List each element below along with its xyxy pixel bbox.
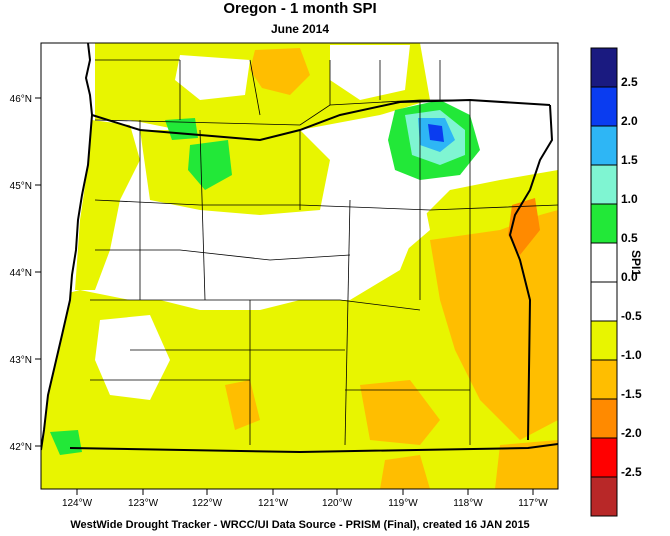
legend-label: 2.0 [621,114,638,128]
legend-swatch [590,437,618,478]
lon-label: 119°W [388,498,418,509]
pacific-coastline [41,43,94,451]
legend-label: -1.5 [621,387,642,401]
legend-swatch [590,125,618,166]
legend-label: -2.0 [621,426,642,440]
dry-area-coast [75,120,140,290]
legend-label: 0.0 [621,270,638,284]
map-frame [40,42,559,490]
legend-swatch [590,320,618,361]
longitude-axis: 124°W 123°W 122°W 121°W 120°W 119°W 118°… [62,489,548,509]
state-boundaries [41,43,558,454]
dry-area-north-central [140,130,330,215]
near-normal-patch [330,45,410,100]
lat-label: 46°N [10,94,32,105]
legend-swatch [590,203,618,244]
moderately-dry-patch [495,440,558,489]
lon-label: 124°W [62,498,93,509]
moderately-dry-patch [360,380,440,445]
near-normal-patch [95,315,170,400]
county-boundaries [90,59,558,446]
legend-swatch [590,359,618,400]
spi-legend: 2.5 2.0 1.5 1.0 0.5 0.0 -0.5 -1.0 -1.5 -2.0 -2.5 [590,47,642,517]
legend-label: 1.0 [621,192,638,206]
lon-label: 120°W [322,498,353,509]
lon-label: 123°W [128,498,159,509]
legend-swatch [590,281,618,322]
moderately-dry-patch [225,380,260,430]
legend-swatch [590,476,618,517]
lon-label: 122°W [192,498,223,509]
legend-swatch [590,47,618,88]
lat-label: 45°N [10,181,32,192]
legend-title: SPI1 [629,250,643,277]
map-footer: WestWide Drought Tracker - WRCC/UI Data … [70,519,530,531]
columbia-river-border [91,98,551,142]
lon-label: 121°W [258,498,289,509]
lon-label: 117°W [518,498,548,509]
oregon-southern-border [69,443,558,454]
wet-patch [188,140,232,190]
map-canvas [41,43,558,489]
legend-label: 1.5 [621,153,638,167]
legend-swatch [590,86,618,127]
near-normal-patch [350,180,430,260]
legend-swatch [590,164,618,205]
legend-label: -0.5 [621,309,642,323]
latitude-axis: 46°N 45°N 44°N 43°N 42°N [10,94,41,453]
lat-label: 44°N [10,268,32,279]
map-title: Oregon - 1 month SPI [223,0,377,17]
moderately-dry-patch [380,455,430,489]
map-subtitle: June 2014 [270,22,330,36]
lat-label: 42°N [10,442,32,453]
legend-label: 0.5 [621,231,638,245]
near-normal-patch [430,43,558,100]
exceptionally-wet-area [428,124,444,142]
legend-label: 2.5 [621,75,638,89]
near-normal-patch [175,55,250,100]
legend-label: -2.5 [621,465,642,479]
legend-label: -1.0 [621,348,642,362]
moderately-dry-patch [250,48,310,95]
pacific-ocean-overlay [41,43,92,450]
oregon-idaho-border [508,104,554,441]
moderately-dry-area-east [430,210,558,440]
lat-label: 43°N [10,355,32,366]
legend-swatch [590,242,618,283]
legend-swatch [590,398,618,439]
near-normal-patch [200,215,345,290]
lon-label: 118°W [453,498,483,509]
